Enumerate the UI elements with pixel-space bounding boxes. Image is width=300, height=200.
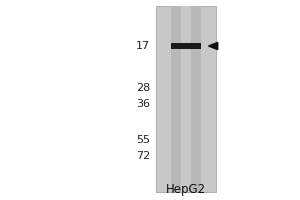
FancyBboxPatch shape	[156, 6, 216, 192]
Text: HepG2: HepG2	[166, 183, 206, 196]
FancyBboxPatch shape	[181, 6, 191, 192]
FancyBboxPatch shape	[171, 6, 201, 192]
Text: 55: 55	[136, 135, 150, 145]
FancyBboxPatch shape	[171, 43, 201, 49]
Polygon shape	[208, 42, 218, 50]
Text: 72: 72	[136, 151, 150, 161]
Text: 17: 17	[136, 41, 150, 51]
Text: 36: 36	[136, 99, 150, 109]
Text: 28: 28	[136, 83, 150, 93]
